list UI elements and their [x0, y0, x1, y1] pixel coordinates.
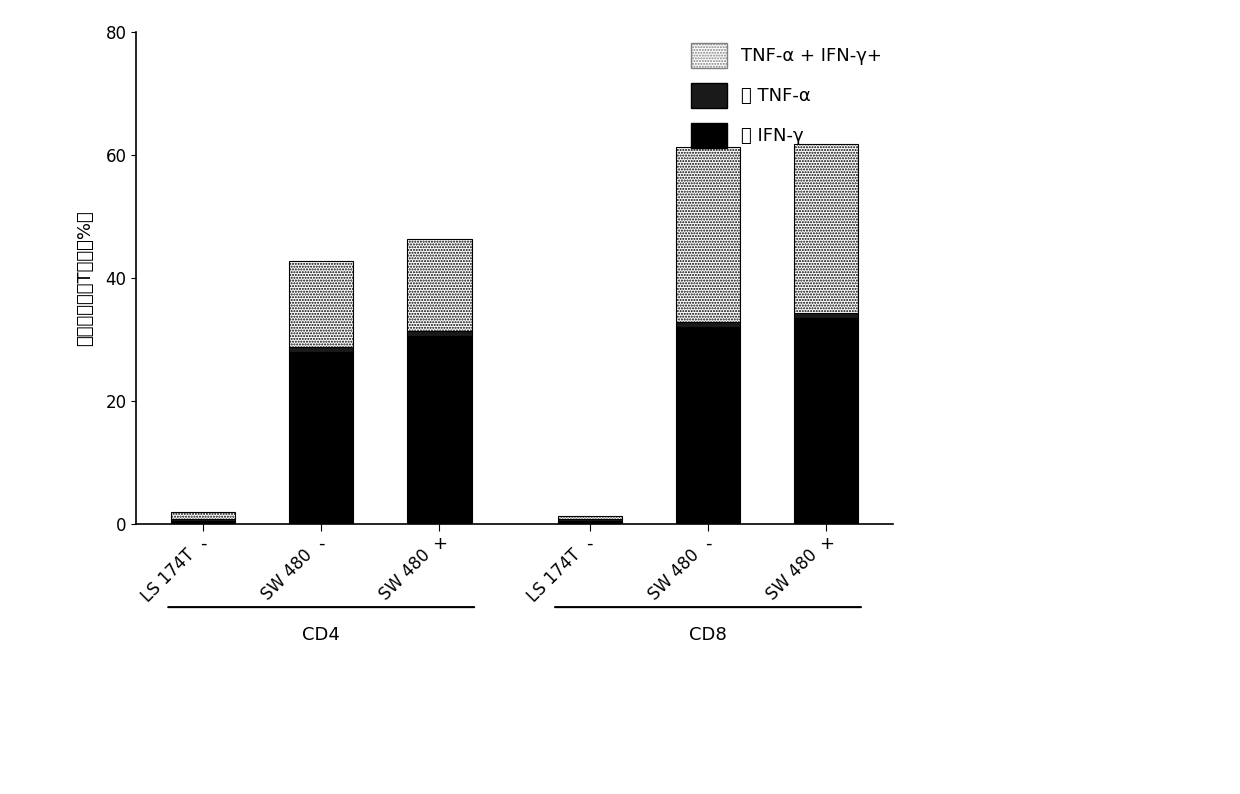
Bar: [558, 516, 622, 519]
Bar: [676, 327, 740, 524]
Bar: [171, 519, 236, 521]
Bar: [289, 260, 353, 347]
Text: LS 174T: LS 174T: [138, 545, 197, 606]
Bar: [794, 144, 858, 313]
Text: SW 480: SW 480: [645, 545, 703, 603]
Bar: [794, 318, 858, 524]
Text: +: +: [432, 535, 446, 553]
Y-axis label: 细胞因子产生T细胞（%）: 细胞因子产生T细胞（%）: [77, 210, 94, 345]
Bar: [676, 147, 740, 322]
Bar: [289, 347, 353, 352]
Bar: [407, 337, 471, 524]
Text: -: -: [200, 535, 206, 553]
Bar: [407, 239, 471, 331]
Text: -: -: [587, 535, 593, 553]
Text: -: -: [317, 535, 325, 553]
Legend: TNF-α + IFN-γ+, 仅 TNF-α, 仅 IFN-γ: TNF-α + IFN-γ+, 仅 TNF-α, 仅 IFN-γ: [683, 36, 889, 156]
Text: CD8: CD8: [689, 626, 727, 644]
Text: SW 480: SW 480: [763, 545, 821, 603]
Text: SW 480: SW 480: [258, 545, 316, 603]
Bar: [558, 521, 622, 524]
Text: CD4: CD4: [303, 626, 340, 644]
Bar: [794, 313, 858, 318]
Bar: [171, 511, 236, 519]
Bar: [289, 352, 353, 524]
Bar: [407, 331, 471, 337]
Bar: [171, 521, 236, 524]
Bar: [676, 322, 740, 327]
Text: SW 480: SW 480: [376, 545, 434, 603]
Text: +: +: [818, 535, 833, 553]
Bar: [558, 519, 622, 521]
Text: -: -: [704, 535, 712, 553]
Text: LS 174T: LS 174T: [525, 545, 584, 606]
